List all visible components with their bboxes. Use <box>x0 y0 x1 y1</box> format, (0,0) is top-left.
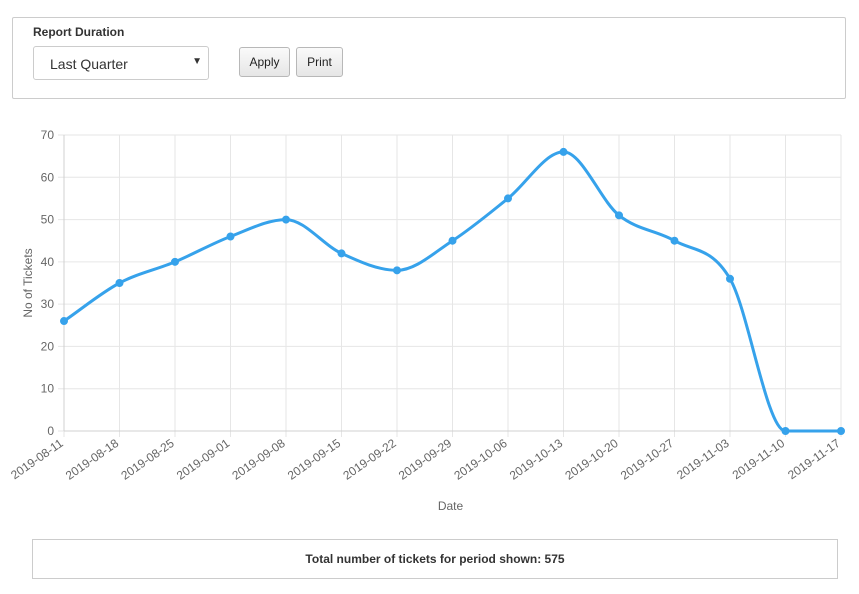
y-tick-label: 10 <box>41 382 55 396</box>
print-button[interactable]: Print <box>296 47 343 77</box>
x-tick-label: 2019-11-03 <box>674 436 732 482</box>
apply-button[interactable]: Apply <box>239 47 290 77</box>
y-tick-label: 0 <box>47 424 54 438</box>
report-duration-select[interactable]: Last Quarter ▼ <box>33 46 209 80</box>
x-tick-label: 2019-08-25 <box>118 436 177 483</box>
chart-grid <box>58 134 842 437</box>
chevron-down-icon: ▼ <box>192 56 202 67</box>
y-axis-title: No of Tickets <box>21 248 35 317</box>
x-tick-label: 2019-08-11 <box>8 436 66 482</box>
x-tick-label: 2019-10-20 <box>562 436 621 483</box>
data-point[interactable] <box>837 427 845 435</box>
chart-axes: 0102030405060702019-08-112019-08-182019-… <box>8 128 843 483</box>
data-point[interactable] <box>115 279 124 287</box>
x-tick-label: 2019-10-06 <box>451 436 510 483</box>
data-point[interactable] <box>60 317 68 326</box>
y-tick-label: 40 <box>41 255 55 269</box>
data-point[interactable] <box>615 211 623 220</box>
report-duration-select-value: Last Quarter <box>50 56 128 72</box>
x-tick-label: 2019-09-08 <box>229 436 288 483</box>
x-tick-label: 2019-09-22 <box>340 436 399 483</box>
report-duration-panel: Report Duration Last Quarter ▼ Apply Pri… <box>12 17 846 99</box>
y-tick-label: 60 <box>41 170 55 184</box>
y-tick-label: 50 <box>41 213 55 227</box>
report-duration-label: Report Duration <box>33 25 125 39</box>
chart-series <box>60 147 845 435</box>
data-point[interactable] <box>393 266 401 275</box>
data-point[interactable] <box>448 236 457 245</box>
ticket-total-box: Total number of tickets for period shown… <box>32 539 838 579</box>
tickets-line-chart: 0102030405060702019-08-112019-08-182019-… <box>8 128 845 513</box>
x-tick-label: 2019-09-29 <box>396 436 455 483</box>
y-tick-label: 70 <box>41 128 55 142</box>
data-point[interactable] <box>670 236 679 245</box>
x-tick-label: 2019-11-17 <box>785 436 843 482</box>
x-tick-label: 2019-10-27 <box>618 436 677 483</box>
ticket-total-text: Total number of tickets for period shown… <box>305 552 565 566</box>
data-point[interactable] <box>726 274 734 283</box>
y-tick-label: 30 <box>41 297 55 311</box>
data-point[interactable] <box>559 147 568 156</box>
data-point[interactable] <box>282 215 290 224</box>
x-tick-label: 2019-11-10 <box>730 436 788 482</box>
x-tick-label: 2019-09-15 <box>285 436 344 483</box>
x-axis-title: Date <box>438 499 464 513</box>
data-point[interactable] <box>171 257 179 266</box>
x-tick-label: 2019-08-18 <box>63 436 122 483</box>
data-point[interactable] <box>226 232 235 241</box>
data-point[interactable] <box>337 249 346 258</box>
x-tick-label: 2019-10-13 <box>507 436 566 483</box>
y-tick-label: 20 <box>41 339 55 353</box>
data-point[interactable] <box>504 194 512 203</box>
x-tick-label: 2019-09-01 <box>174 436 233 483</box>
data-point[interactable] <box>781 427 790 435</box>
